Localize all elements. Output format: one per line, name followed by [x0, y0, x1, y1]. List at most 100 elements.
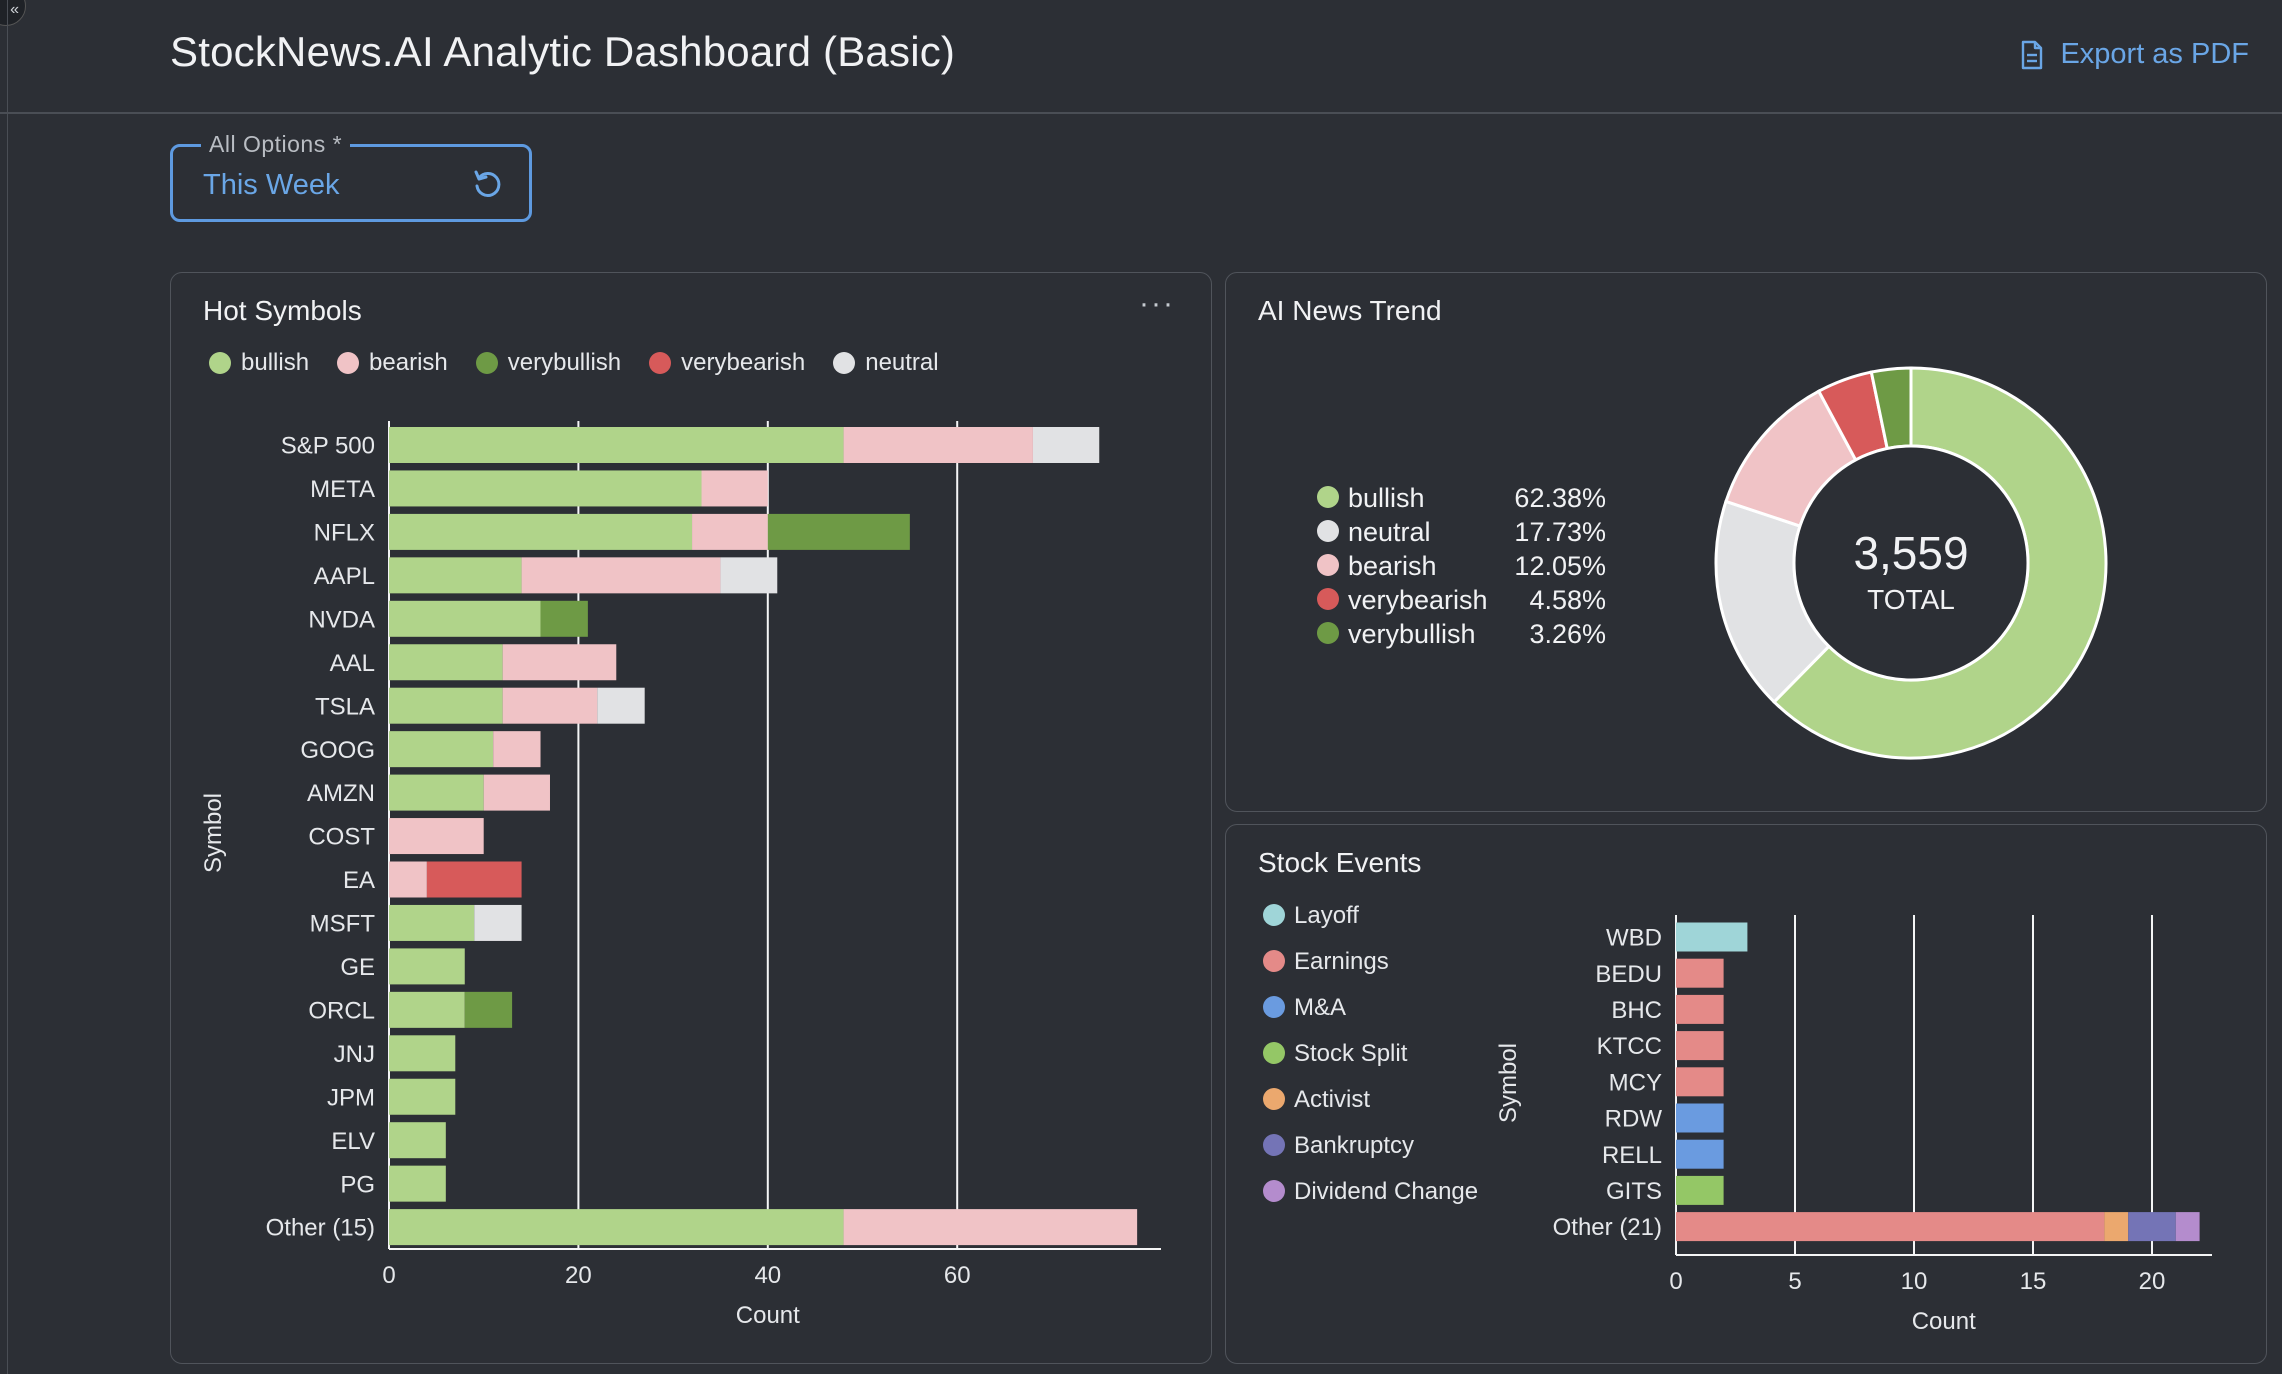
y-tick-label: KTCC	[1597, 1033, 1662, 1060]
legend-dot	[1263, 1134, 1285, 1156]
legend-percent-neutral: 17.73%	[1514, 517, 1606, 547]
x-tick-label: 5	[1788, 1268, 1801, 1295]
legend-dot	[475, 352, 498, 374]
legend-label-earnings: Earnings	[1294, 948, 1389, 975]
legend-label-bankruptcy: Bankruptcy	[1294, 1132, 1414, 1159]
legend-dot	[209, 352, 231, 374]
bar-segment	[389, 470, 702, 507]
reset-icon[interactable]	[471, 167, 505, 201]
x-tick-label: 10	[1901, 1268, 1928, 1295]
y-axis-title: Symbol	[1495, 1043, 1522, 1123]
legend-label-neutral: neutral	[1348, 517, 1431, 547]
y-tick-label: BHC	[1611, 997, 1662, 1024]
export-pdf-label: Export as PDF	[2060, 38, 2249, 70]
legend-label-stock-split: Stock Split	[1294, 1040, 1408, 1067]
bar-segment	[843, 1209, 1138, 1246]
bar-segment	[389, 948, 465, 985]
x-tick-label: 15	[2020, 1268, 2047, 1295]
y-tick-label: RDW	[1605, 1106, 1663, 1133]
y-tick-label: AMZN	[307, 780, 375, 807]
legend-dot	[1317, 622, 1339, 644]
bar-segment	[389, 1209, 844, 1246]
page-title: StockNews.AI Analytic Dashboard (Basic)	[170, 28, 956, 75]
bar-segment	[1676, 1103, 1724, 1133]
legend-label-bearish: bearish	[1348, 551, 1437, 581]
x-axis-title: Count	[1912, 1308, 1976, 1335]
more-options-icon[interactable]: ···	[1139, 287, 1175, 320]
bar-segment	[389, 904, 475, 941]
y-tick-label: NVDA	[308, 606, 375, 633]
x-tick-label: 0	[382, 1262, 395, 1289]
legend-dot	[1317, 520, 1339, 542]
legend-label-layoff: Layoff	[1294, 902, 1359, 929]
bar-segment	[540, 600, 588, 637]
bar-segment	[1676, 1031, 1724, 1061]
y-tick-label: ELV	[331, 1128, 375, 1155]
time-range-select[interactable]: All Options * This Week	[170, 131, 532, 222]
y-tick-label: ORCL	[308, 997, 375, 1024]
bar-segment	[389, 991, 465, 1028]
stock-events-title: Stock Events	[1258, 847, 1422, 878]
hot-symbols-legend: bullish bearish verybullish verybearish …	[209, 349, 939, 377]
page-header: StockNews.AI Analytic Dashboard (Basic) …	[0, 0, 2282, 114]
bar-segment	[389, 600, 541, 637]
y-tick-label: S&P 500	[281, 433, 375, 460]
hot-symbols-title: Hot Symbols	[203, 295, 362, 326]
legend-item-bullish[interactable]: bullish	[209, 349, 309, 377]
legend-dot	[1263, 1088, 1285, 1110]
legend-label: neutral	[865, 349, 939, 376]
y-axis-title: Symbol	[200, 793, 227, 873]
legend-label-verybearish: verybearish	[1348, 585, 1488, 615]
legend-percent-verybearish: 4.58%	[1529, 585, 1606, 615]
legend-label: verybullish	[507, 349, 622, 376]
legend-item-verybearish[interactable]: verybearish	[649, 349, 805, 377]
legend-percent-verybullish: 3.26%	[1529, 619, 1606, 649]
bar-segment	[389, 861, 427, 898]
bar-segment	[389, 1035, 456, 1072]
ai-news-trend-chart: 3,559 TOTAL bullish 62.38% neutral 17.73% bear…	[1317, 366, 2108, 760]
time-range-value: This Week	[203, 169, 340, 201]
bar-segment	[1676, 1139, 1724, 1169]
bar-segment	[389, 557, 522, 594]
x-tick-label: 0	[1669, 1268, 1682, 1295]
y-tick-label: GE	[340, 954, 375, 981]
y-tick-label: COST	[308, 824, 375, 851]
legend-dot	[1317, 588, 1339, 610]
x-axis-title: Count	[736, 1302, 800, 1329]
legend-label-activist: Activist	[1294, 1086, 1370, 1113]
x-tick-label: 40	[754, 1262, 781, 1289]
y-tick-label: PG	[340, 1171, 375, 1198]
x-tick-label: 20	[2139, 1268, 2166, 1295]
legend-item-bearish[interactable]: bearish	[337, 349, 448, 377]
document-icon	[2022, 40, 2043, 69]
bar-segment	[426, 861, 522, 898]
legend-label-bullish: bullish	[1348, 483, 1425, 513]
legend-label: bearish	[369, 349, 448, 376]
donut-hole	[1792, 444, 2030, 682]
y-tick-label: WBD	[1606, 925, 1662, 952]
bar-segment	[2104, 1212, 2129, 1242]
bar-segment	[2175, 1212, 2200, 1242]
legend-dot	[1263, 950, 1285, 972]
legend-item-neutral[interactable]: neutral	[833, 349, 939, 377]
y-tick-label: MCY	[1609, 1069, 1662, 1096]
legend-item-verybullish[interactable]: verybullish	[475, 349, 622, 377]
bar-segment	[1676, 1067, 1724, 1097]
bar-segment	[720, 557, 778, 594]
ai-news-trend-title: AI News Trend	[1258, 295, 1442, 326]
bar-segment	[389, 1165, 446, 1202]
bar-segment	[389, 687, 503, 724]
y-tick-label: NFLX	[314, 520, 375, 547]
legend-percent-bearish: 12.05%	[1514, 551, 1606, 581]
bar-segment	[692, 513, 768, 550]
bar-segment	[1676, 1175, 1724, 1205]
y-tick-label: JNJ	[334, 1041, 375, 1068]
y-tick-label: AAPL	[314, 563, 375, 590]
y-tick-label: Other (15)	[266, 1215, 375, 1242]
stock-events-chart: 0 5 10 15 20 WBD BEDU BHC KTCC MCY RDW RELL GITS Othe…	[1263, 902, 2212, 1335]
export-pdf-button[interactable]: Export as PDF	[2020, 38, 2249, 71]
bar-segment	[389, 644, 503, 681]
legend-dot	[337, 352, 360, 374]
x-tick-label: 20	[565, 1262, 592, 1289]
time-range-label: All Options *	[201, 131, 351, 158]
